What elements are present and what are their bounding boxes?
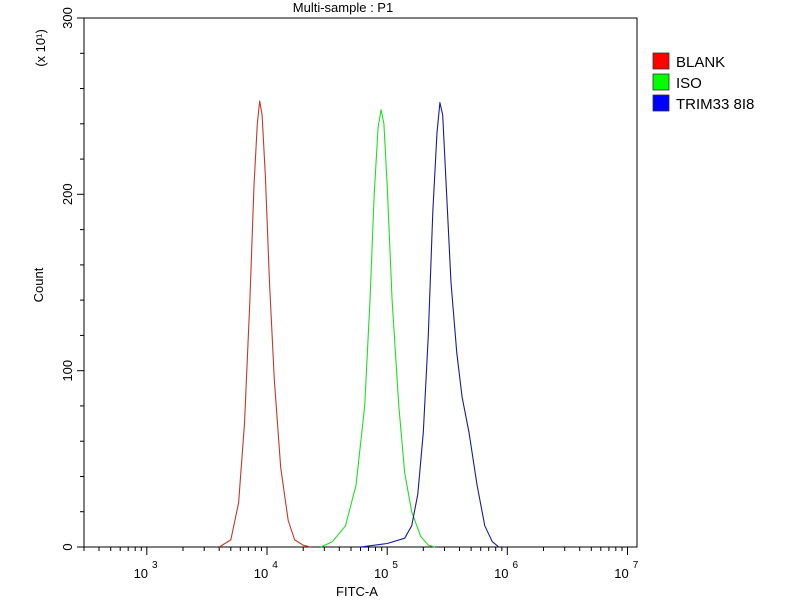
series-line-iso [320,109,436,548]
y-tick-label: 0 [60,543,75,550]
y-tick-label: 200 [60,183,75,205]
series-layer [218,100,500,548]
legend-label: TRIM33 8I8 [676,96,754,113]
x-tick-exponent: 6 [513,560,519,571]
legend-label: BLANK [676,54,725,71]
legend-swatch [652,94,670,112]
x-tick-label: 10 [614,566,628,581]
legend: BLANK ISO TRIM33 8I8 [652,52,754,113]
plot-frame [83,17,638,548]
x-tick-label: 10 [494,566,508,581]
x-tick-exponent: 5 [392,560,398,571]
x-tick-label: 10 [134,566,148,581]
x-tick-exponent: 3 [152,560,158,571]
x-tick-label: 10 [374,566,388,581]
series-line-blank [218,100,311,548]
legend-swatch [652,73,670,91]
x-axis-ticks: 10 3 10 4 10 5 10 6 10 7 [83,547,639,581]
legend-swatch [652,52,670,70]
y-tick-label: 300 [60,7,75,29]
x-axis-label: FITC-A [336,584,378,599]
y-axis-ticks: 0 100 200 300 [60,7,84,551]
x-tick-exponent: 4 [272,560,278,571]
y-tick-label: 100 [60,360,75,382]
legend-label: ISO [676,75,702,92]
x-tick-exponent: 7 [633,560,639,571]
series-line-trim33-8i8 [360,102,500,548]
y-axis-label: Count [31,267,46,302]
y-multiplier-label: (x 10¹) [33,29,48,67]
x-tick-label: 10 [254,566,268,581]
chart-title: Multi-sample : P1 [293,0,393,15]
